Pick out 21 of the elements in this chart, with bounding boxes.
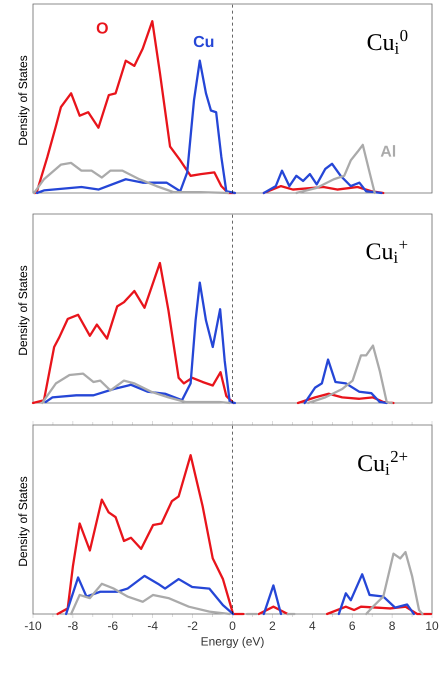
series-label: Al [380,145,396,157]
x-tick-label: 10 [426,622,438,630]
series-label: Cu [194,36,214,48]
annotation: Cu$_{i}$2+ [358,450,408,475]
x-tick-label: -8 [68,622,78,630]
x-tick-label: 8 [389,622,395,630]
x-tick-label: 4 [309,622,316,630]
y-axis-title: Density of States [18,56,30,145]
x-axis-title: Energy (eV) [202,636,264,648]
x-tick-label: 0 [230,622,236,630]
x-tick-label: -4 [148,622,158,630]
x-tick-label: -2 [188,622,198,630]
x-tick-label: 2 [270,622,276,630]
text: O [96,22,108,34]
x-tick-label: -10 [24,622,42,630]
y-axis-title: Density of States [18,476,30,566]
x-tick-label: 6 [349,622,356,630]
x-tick-label: -6 [108,622,118,630]
annotation: Cu$_{i}$0 [368,30,408,54]
text: Cu$_{i}$+ [366,240,408,263]
y-axis-title: Density of States [18,266,30,355]
